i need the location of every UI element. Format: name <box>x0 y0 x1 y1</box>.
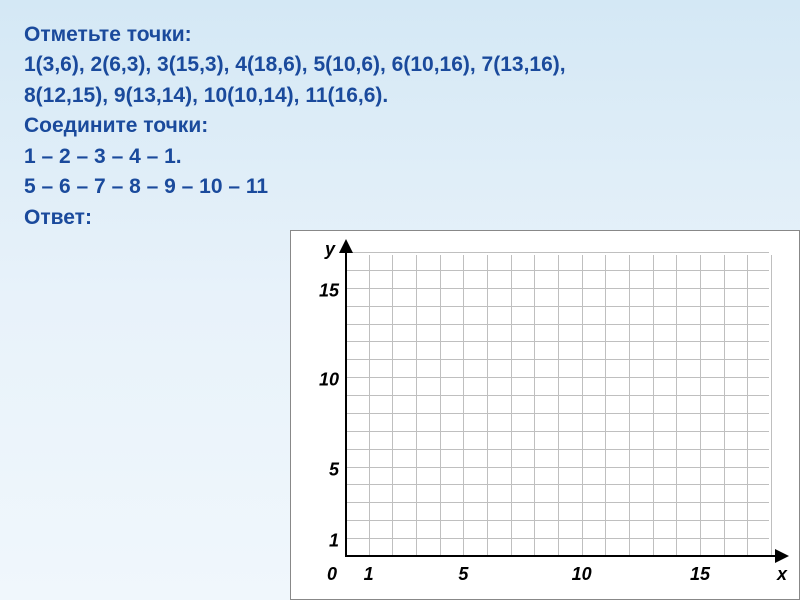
grid-line-vertical <box>747 255 748 557</box>
text-line-1: Отметьте точки: <box>24 20 776 50</box>
x-tick-label: 15 <box>690 564 710 585</box>
grid-line-horizontal <box>345 341 769 342</box>
grid-line-vertical <box>392 255 393 557</box>
grid-line-horizontal <box>345 538 769 539</box>
grid-line-vertical <box>369 255 370 557</box>
x-tick-label: 1 <box>364 564 374 585</box>
text-line-5: 1 – 2 – 3 – 4 – 1. <box>24 142 776 172</box>
grid-line-horizontal <box>345 252 769 253</box>
grid-line-vertical <box>558 255 559 557</box>
grid-line-vertical <box>440 255 441 557</box>
y-axis-name: y <box>325 239 335 260</box>
grid-line-horizontal <box>345 449 769 450</box>
grid-line-vertical <box>629 255 630 557</box>
y-tick-label: 1 <box>305 531 339 552</box>
y-axis-arrow-icon <box>339 239 353 253</box>
y-tick-label: 5 <box>305 459 339 480</box>
x-axis <box>345 555 781 557</box>
grid-line-vertical <box>700 255 701 557</box>
grid-area <box>345 255 769 557</box>
grid-line-horizontal <box>345 359 769 360</box>
grid-line-vertical <box>416 255 417 557</box>
grid-line-horizontal <box>345 431 769 432</box>
grid-line-horizontal <box>345 520 769 521</box>
coordinate-grid-chart: y x 0 151015151015 <box>290 230 800 600</box>
origin-label: 0 <box>327 564 337 585</box>
grid-line-horizontal <box>345 467 769 468</box>
grid-line-horizontal <box>345 395 769 396</box>
grid-line-vertical <box>676 255 677 557</box>
x-axis-arrow-icon <box>775 549 789 563</box>
grid-line-horizontal <box>345 502 769 503</box>
grid-line-horizontal <box>345 413 769 414</box>
grid-line-vertical <box>653 255 654 557</box>
y-tick-label: 10 <box>305 370 339 391</box>
x-tick-label: 5 <box>458 564 468 585</box>
grid-line-vertical <box>511 255 512 557</box>
text-line-6: 5 – 6 – 7 – 8 – 9 – 10 – 11 <box>24 172 776 202</box>
grid-line-vertical <box>534 255 535 557</box>
grid-line-vertical <box>724 255 725 557</box>
text-line-4: Соедините точки: <box>24 111 776 141</box>
grid-line-vertical <box>582 255 583 557</box>
grid-line-vertical <box>463 255 464 557</box>
y-axis <box>345 247 347 557</box>
x-tick-label: 10 <box>572 564 592 585</box>
y-tick-label: 15 <box>305 280 339 301</box>
grid-line-horizontal <box>345 324 769 325</box>
grid-line-vertical <box>771 255 772 557</box>
text-line-2: 1(3,6), 2(6,3), 3(15,3), 4(18,6), 5(10,6… <box>24 50 776 80</box>
x-axis-name: x <box>777 564 787 585</box>
text-line-7: Ответ: <box>24 203 776 233</box>
grid-line-horizontal <box>345 377 769 378</box>
grid-line-horizontal <box>345 306 769 307</box>
text-line-3: 8(12,15), 9(13,14), 10(10,14), 11(16,6). <box>24 81 776 111</box>
grid-line-vertical <box>487 255 488 557</box>
exercise-text: Отметьте точки: 1(3,6), 2(6,3), 3(15,3),… <box>0 0 800 233</box>
grid-line-horizontal <box>345 484 769 485</box>
grid-line-vertical <box>605 255 606 557</box>
grid-line-horizontal <box>345 270 769 271</box>
grid-line-horizontal <box>345 288 769 289</box>
